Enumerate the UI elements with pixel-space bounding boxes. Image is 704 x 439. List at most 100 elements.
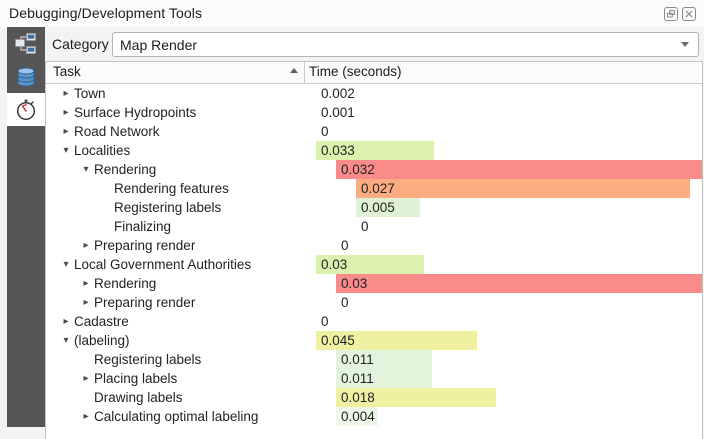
sidebar-item-network-logger[interactable] — [7, 27, 45, 60]
expand-arrow-icon[interactable]: ▾ — [83, 164, 89, 175]
expand-arrow-icon[interactable]: ▸ — [83, 411, 89, 422]
expand-arrow-icon[interactable]: ▸ — [63, 107, 69, 118]
task-row[interactable]: ▸ Cadastre 0 — [46, 312, 702, 331]
task-label: Road Network — [74, 124, 160, 139]
time-value: 0.005 — [361, 200, 395, 215]
expand-arrow-icon[interactable]: ▸ — [63, 316, 69, 327]
task-row[interactable]: ▸ Placing labels 0.011 — [46, 369, 702, 388]
task-label: (labeling) — [74, 333, 130, 348]
expand-arrow-icon[interactable]: ▾ — [63, 259, 69, 270]
time-cell: 0.002 — [316, 84, 702, 103]
time-value: 0 — [361, 219, 369, 234]
task-row[interactable]: ▸ Rendering 0.03 — [46, 274, 702, 293]
expand-arrow-icon[interactable]: ▸ — [83, 240, 89, 251]
task-row[interactable]: ▾ Local Government Authorities 0.03 — [46, 255, 702, 274]
task-row[interactable]: ▾ Rendering 0.032 — [46, 160, 702, 179]
time-bar — [336, 350, 432, 369]
task-label: Calculating optimal labeling — [94, 409, 259, 424]
time-cell: 0 — [336, 293, 702, 312]
task-row[interactable]: ▸ Calculating optimal labeling 0.004 — [46, 407, 702, 426]
task-label: Rendering — [94, 276, 157, 291]
expand-arrow-icon[interactable]: ▸ — [83, 278, 89, 289]
time-value: 0 — [321, 314, 329, 329]
time-value: 0.011 — [341, 371, 374, 386]
task-cell: ▾ (labeling) — [46, 331, 316, 350]
task-cell: ▸ Cadastre — [46, 312, 316, 331]
time-value: 0.004 — [341, 409, 375, 424]
tool-sidebar — [7, 27, 45, 427]
time-cell: 0.011 — [336, 369, 702, 388]
time-bar — [316, 141, 434, 160]
task-row[interactable]: Drawing labels 0.018 — [46, 388, 702, 407]
task-row[interactable]: ▸ Surface Hydropoints 0.001 — [46, 103, 702, 122]
sort-ascending-icon — [290, 68, 298, 73]
time-cell: 0.004 — [336, 407, 702, 426]
time-value: 0.032 — [341, 162, 375, 177]
task-row[interactable]: ▾ (labeling) 0.045 — [46, 331, 702, 350]
category-selected-value: Map Render — [120, 36, 198, 53]
task-row[interactable]: Registering labels 0.005 — [46, 198, 702, 217]
time-value: 0 — [341, 295, 349, 310]
task-cell: ▸ Preparing render — [46, 236, 336, 255]
expand-arrow-icon[interactable]: ▾ — [63, 145, 69, 156]
column-header-task[interactable]: Task — [53, 64, 81, 79]
task-row[interactable]: ▸ Preparing render 0 — [46, 236, 702, 255]
task-label: Surface Hydropoints — [74, 105, 197, 120]
task-row[interactable]: ▸ Town 0.002 — [46, 84, 702, 103]
time-value: 0.027 — [361, 181, 395, 196]
panel-titlebar: Debugging/Development Tools — [0, 0, 704, 27]
task-row[interactable]: ▸ Preparing render 0 — [46, 293, 702, 312]
task-label: Finalizing — [114, 219, 172, 234]
task-row[interactable]: Registering labels 0.011 — [46, 350, 702, 369]
category-select[interactable]: Map Render — [112, 32, 699, 57]
time-bar — [356, 198, 420, 217]
time-bar — [316, 255, 424, 274]
task-cell: ▸ Placing labels — [46, 369, 336, 388]
chevron-down-icon — [681, 42, 689, 47]
time-cell: 0.045 — [316, 331, 702, 350]
time-cell: 0.03 — [316, 255, 702, 274]
category-label: Category — [52, 36, 109, 52]
time-cell: 0.027 — [356, 179, 702, 198]
task-cell: ▸ Rendering — [46, 274, 336, 293]
time-value: 0 — [341, 238, 349, 253]
column-divider[interactable] — [304, 62, 305, 83]
task-cell: ▾ Rendering — [46, 160, 336, 179]
expand-arrow-icon[interactable]: ▸ — [83, 373, 89, 384]
expand-arrow-icon[interactable]: ▸ — [83, 297, 89, 308]
float-panel-icon[interactable] — [664, 7, 678, 21]
task-label: Drawing labels — [94, 390, 183, 405]
task-cell: ▸ Preparing render — [46, 293, 336, 312]
time-cell: 0.018 — [336, 388, 702, 407]
task-label: Placing labels — [94, 371, 178, 386]
time-cell: 0.005 — [356, 198, 702, 217]
time-value: 0.03 — [321, 257, 348, 272]
close-icon[interactable] — [682, 7, 696, 21]
task-label: Rendering features — [114, 181, 229, 196]
task-row[interactable]: Rendering features 0.027 — [46, 179, 702, 198]
sidebar-item-profiler[interactable] — [7, 93, 45, 126]
column-header-time[interactable]: Time (seconds) — [309, 64, 402, 79]
profiler-tree: Task Time (seconds) ▸ Town 0.002 ▸ Surfa… — [45, 61, 703, 439]
task-label: Registering labels — [94, 352, 202, 367]
task-row[interactable]: Finalizing 0 — [46, 217, 702, 236]
time-cell: 0.032 — [336, 160, 702, 179]
time-bar — [336, 274, 702, 293]
task-row[interactable]: ▾ Localities 0.033 — [46, 141, 702, 160]
expand-arrow-icon[interactable]: ▾ — [63, 335, 69, 346]
sidebar-item-query-logger[interactable] — [7, 60, 45, 93]
time-cell: 0 — [316, 122, 702, 141]
task-row[interactable]: ▸ Road Network 0 — [46, 122, 702, 141]
task-cell: ▸ Road Network — [46, 122, 316, 141]
task-label: Localities — [74, 143, 131, 158]
expand-arrow-icon[interactable]: ▸ — [63, 88, 69, 99]
task-cell: Registering labels — [46, 350, 336, 369]
time-bar — [336, 388, 496, 407]
task-cell: Registering labels — [46, 198, 356, 217]
task-label: Local Government Authorities — [74, 257, 252, 272]
expand-arrow-icon[interactable]: ▸ — [63, 126, 69, 137]
time-value: 0.018 — [341, 390, 375, 405]
task-label: Registering labels — [114, 200, 222, 215]
task-cell: ▸ Calculating optimal labeling — [46, 407, 336, 426]
